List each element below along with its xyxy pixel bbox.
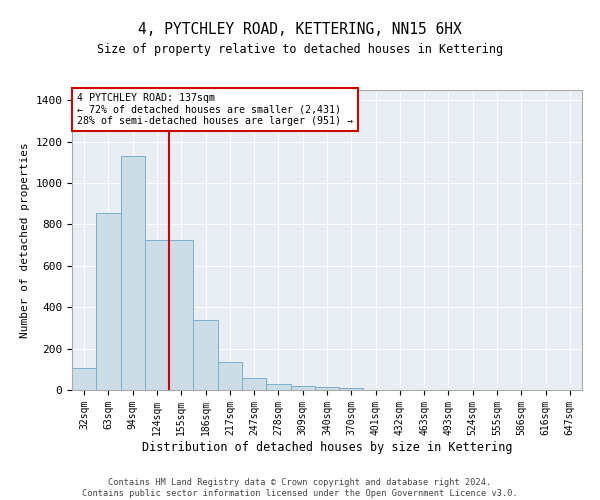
Y-axis label: Number of detached properties: Number of detached properties — [20, 142, 30, 338]
Bar — [266, 384, 290, 390]
Bar — [290, 386, 315, 390]
Bar — [218, 362, 242, 390]
Bar — [96, 213, 121, 390]
Text: Size of property relative to detached houses in Kettering: Size of property relative to detached ho… — [97, 42, 503, 56]
Bar — [169, 240, 193, 390]
X-axis label: Distribution of detached houses by size in Kettering: Distribution of detached houses by size … — [142, 440, 512, 454]
Bar — [339, 388, 364, 390]
Bar — [193, 320, 218, 390]
Bar — [145, 240, 169, 390]
Bar — [242, 378, 266, 390]
Text: 4, PYTCHLEY ROAD, KETTERING, NN15 6HX: 4, PYTCHLEY ROAD, KETTERING, NN15 6HX — [138, 22, 462, 38]
Text: 4 PYTCHLEY ROAD: 137sqm
← 72% of detached houses are smaller (2,431)
28% of semi: 4 PYTCHLEY ROAD: 137sqm ← 72% of detache… — [77, 93, 353, 126]
Text: Contains HM Land Registry data © Crown copyright and database right 2024.
Contai: Contains HM Land Registry data © Crown c… — [82, 478, 518, 498]
Bar — [121, 156, 145, 390]
Bar — [315, 387, 339, 390]
Bar — [72, 368, 96, 390]
